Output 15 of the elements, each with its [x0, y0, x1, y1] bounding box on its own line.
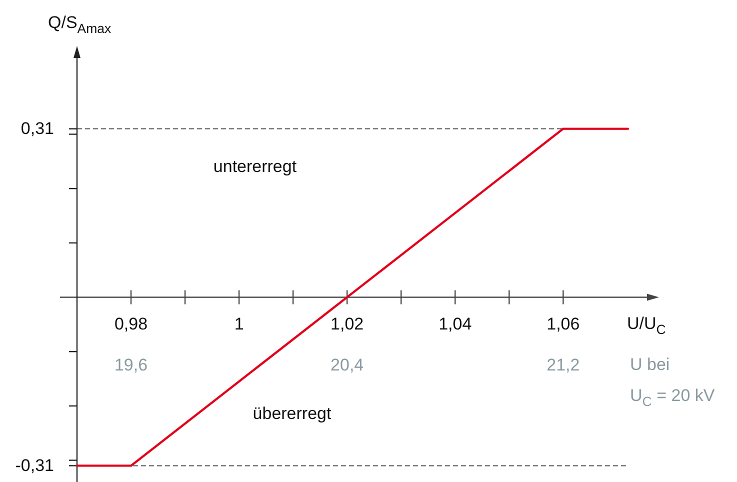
- y-tick-label: 0,31: [20, 119, 54, 138]
- x-tick-label: 1,02: [330, 314, 364, 334]
- x-tick-label: 1: [234, 314, 244, 334]
- y-axis-title: Q/S$_{Amax}$: [48, 13, 112, 36]
- x-tick-label: 1,04: [438, 314, 472, 334]
- annotation: untererregt: [213, 157, 297, 176]
- y-tick-label: -0,31: [15, 456, 54, 476]
- x-tick-label: 1,06: [546, 314, 580, 334]
- x2-tick-label: 21,2: [546, 355, 580, 374]
- x-tick-label: 0,98: [114, 314, 148, 334]
- x2-tick-label: 20,4: [330, 355, 364, 374]
- x2-tick-label: 19,6: [114, 355, 148, 374]
- x2-axis-title: U bei U$_{C}$ = 20 kV: [630, 355, 716, 410]
- x-axis-title: U/U$_{C}$: [627, 314, 666, 338]
- annotation: übererregt: [252, 404, 332, 424]
